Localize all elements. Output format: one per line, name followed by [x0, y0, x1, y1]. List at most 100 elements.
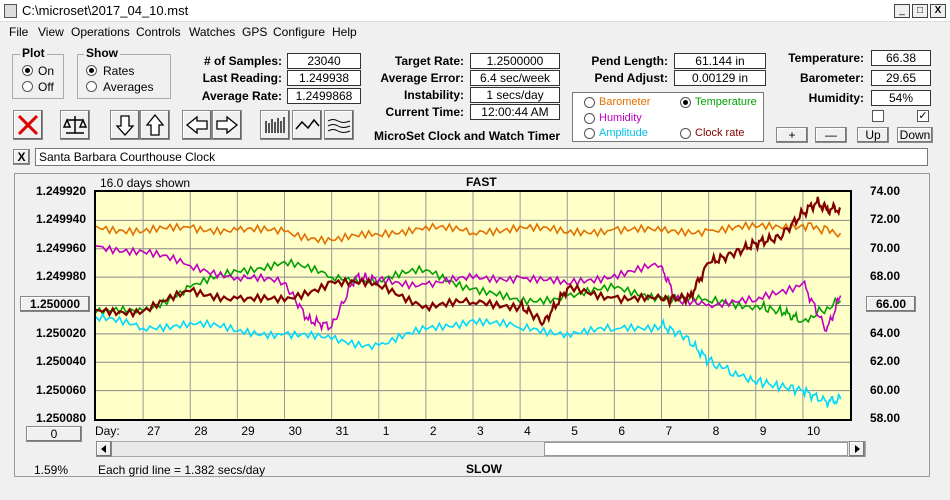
minimize-button[interactable]: _	[894, 4, 910, 18]
y-right-tick: 70.00	[870, 240, 901, 255]
minus-button[interactable]: —	[815, 127, 847, 143]
series-line	[95, 312, 842, 408]
instability-value: 1 secs/day	[470, 87, 560, 103]
y-left-tick: 1.249920	[35, 184, 86, 198]
zero-button[interactable]: 0	[26, 426, 82, 442]
waves-icon	[327, 119, 351, 133]
plot-on-label: On	[38, 64, 55, 78]
slow-label: SLOW	[466, 462, 502, 476]
balance-button[interactable]	[60, 110, 90, 140]
scroll-left-button[interactable]	[96, 441, 112, 457]
window-title: C:\microset\2017_04_10.mst	[22, 3, 189, 18]
arrow-down-icon	[115, 115, 135, 136]
plus-button[interactable]: +	[776, 127, 808, 143]
samples-label: # of Samples:	[203, 54, 282, 68]
plot-on-radio[interactable]	[22, 65, 33, 76]
clock-name-input[interactable]: Santa Barbara Courthouse Clock	[35, 148, 928, 166]
barometer-value: 29.65	[871, 70, 931, 86]
down-button[interactable]: Down	[897, 127, 933, 143]
scroll-right-button[interactable]	[849, 441, 865, 457]
show-group	[77, 54, 171, 99]
menu-configure[interactable]: Configure	[273, 25, 326, 39]
wave-icon	[295, 118, 320, 130]
temperature-value: 66.38	[871, 50, 931, 66]
gridline-info: Each grid line = 1.382 secs/day	[98, 463, 266, 477]
y-left-tick: 1.249960	[35, 240, 86, 255]
plot-group-title: Plot	[20, 46, 47, 60]
menu-watches[interactable]: Watches	[189, 25, 236, 39]
plot-off-label: Off	[38, 80, 54, 94]
trace-humidity-radio[interactable]	[584, 113, 595, 124]
smooth-view-button[interactable]	[324, 110, 354, 140]
bars-icon	[265, 117, 285, 133]
down-arrow-button[interactable]	[110, 110, 140, 140]
env-checkbox-2[interactable]: ✓	[917, 110, 929, 122]
humidity-value: 54%	[871, 90, 931, 106]
trace-amplitude-label: Amplitude	[599, 127, 648, 139]
menu-file[interactable]: File	[9, 25, 29, 39]
show-rates-label: Rates	[103, 64, 135, 78]
show-rates-radio[interactable]	[86, 65, 97, 76]
temp-center-button[interactable]: 66.00	[866, 296, 916, 312]
trace-barometer-radio[interactable]	[584, 97, 595, 108]
show-group-title: Show	[84, 46, 120, 60]
scroll-thumb[interactable]	[544, 442, 848, 456]
show-averages-radio[interactable]	[86, 81, 97, 92]
scroll-left-icon	[101, 445, 106, 453]
y-right-tick: 58.00	[870, 411, 901, 425]
app-icon	[4, 4, 17, 18]
menu-gps[interactable]: GPS	[242, 25, 268, 39]
red-x-icon	[17, 114, 39, 136]
show-averages-label: Averages	[103, 80, 154, 94]
y-left-tick: 1.249980	[35, 269, 86, 284]
clear-clock-name-button[interactable]: X	[13, 149, 30, 165]
maximize-button[interactable]: □	[912, 4, 928, 18]
y-right-tick: 68.00	[870, 269, 901, 284]
left-arrow-button[interactable]	[182, 110, 212, 140]
series-line	[95, 244, 842, 333]
trace-temperature-radio[interactable]	[680, 97, 691, 108]
trace-amplitude-radio[interactable]	[584, 128, 595, 139]
series-line	[95, 220, 842, 246]
line-view-button[interactable]	[292, 110, 322, 140]
arrow-left-icon	[185, 115, 208, 135]
y-right-tick: 62.00	[870, 354, 901, 369]
y-right-tick: 74.00	[870, 184, 901, 198]
menu-controls[interactable]: Controls	[136, 25, 181, 39]
y-right-tick: 64.00	[870, 325, 901, 340]
day-prefix-label: Day:	[95, 424, 120, 438]
y-left-tick: 1.250040	[35, 354, 86, 369]
menu-view[interactable]: View	[38, 25, 64, 39]
arrow-up-icon	[145, 113, 165, 136]
x-tick-label: 29	[241, 424, 255, 438]
arrow-right-icon	[216, 115, 239, 135]
series-line	[95, 196, 842, 327]
up-arrow-button[interactable]	[140, 110, 170, 140]
plot-off-radio[interactable]	[22, 81, 33, 92]
trace-clockrate-radio[interactable]	[680, 128, 691, 139]
menu-help[interactable]: Help	[332, 25, 357, 39]
last-reading-label: Last Reading:	[202, 71, 282, 85]
current-time-value: 12:00:44 AM	[470, 104, 560, 120]
scale-icon	[62, 116, 88, 134]
x-tick-label: 27	[147, 424, 161, 438]
y-right-tick: 60.00	[870, 382, 901, 397]
y-right-tick: 72.00	[870, 212, 901, 227]
clear-data-button[interactable]	[13, 110, 43, 140]
up-button[interactable]: Up	[857, 127, 889, 143]
last-reading-value: 1.249938	[287, 70, 361, 86]
humidity-label: Humidity:	[808, 91, 864, 105]
bar-view-button[interactable]	[260, 110, 290, 140]
right-arrow-button[interactable]	[212, 110, 242, 140]
y-left-tick: 1.250060	[35, 382, 86, 397]
target-rate-label: Target Rate:	[394, 54, 464, 68]
menu-operations[interactable]: Operations	[71, 25, 130, 39]
close-button[interactable]: X	[930, 4, 946, 18]
app-name-label: MicroSet Clock and Watch Timer	[374, 129, 561, 143]
x-tick-label: 4	[524, 424, 531, 438]
x-tick-label: 28	[194, 424, 208, 438]
rate-center-button[interactable]: 1.250000	[20, 296, 90, 312]
env-checkbox-1[interactable]	[872, 110, 884, 122]
average-error-label: Average Error:	[380, 71, 464, 85]
y-left-tick: 1.250020	[35, 325, 86, 340]
